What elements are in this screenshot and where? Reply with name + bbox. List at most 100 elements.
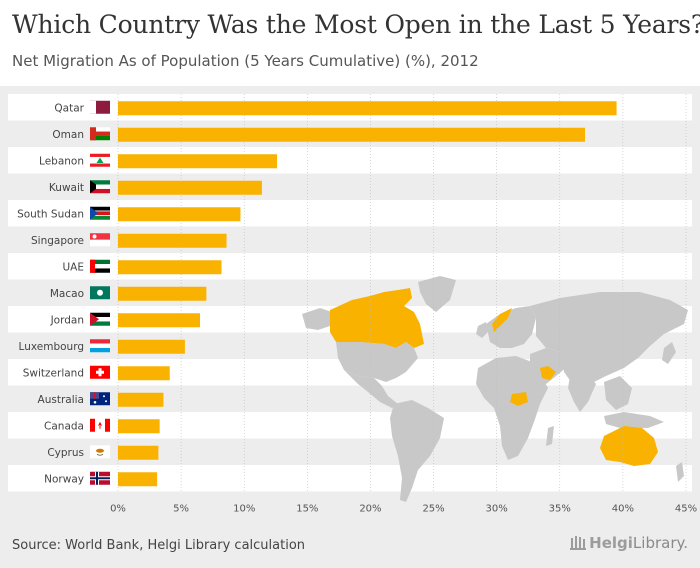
- flag-part: [96, 448, 104, 453]
- category-label: Canada: [44, 420, 84, 432]
- category-label: Oman: [52, 129, 84, 141]
- category-label: Lebanon: [39, 155, 84, 167]
- flag-qatar-icon: [90, 100, 110, 114]
- map-new-zealand: [676, 462, 684, 482]
- flag-part: [96, 453, 104, 456]
- map-norway: [492, 308, 512, 332]
- brand-logo[interactable]: HelgiLibrary.: [570, 534, 688, 552]
- source-note: Source: World Bank, Helgi Library calcul…: [12, 538, 306, 553]
- bars: [118, 101, 617, 487]
- chart-footer: Source: World Bank, Helgi Library calcul…: [0, 526, 700, 568]
- flag-part: [92, 234, 97, 239]
- x-tick-label: 10%: [233, 504, 255, 515]
- bar: [118, 445, 159, 460]
- flag-switzerland-icon: [90, 365, 110, 379]
- flag-cyprus-icon: [90, 445, 110, 459]
- flag-part: [90, 268, 110, 273]
- bar: [118, 260, 222, 275]
- category-label: Cyprus: [47, 447, 84, 459]
- flag-part: [90, 100, 96, 114]
- x-tick-label: 0%: [110, 504, 126, 515]
- bar: [118, 392, 164, 407]
- flag-singapore-icon: [90, 233, 110, 247]
- map-greenland: [418, 276, 456, 312]
- flag-south-sudan-icon: [90, 206, 110, 220]
- category-labels: Qatar Oman Lebanon Kuwait South Sudan Singapo…: [17, 102, 85, 485]
- category-label: South Sudan: [17, 208, 84, 220]
- flag-part: [90, 339, 110, 344]
- bar: [118, 419, 160, 434]
- bar: [118, 207, 241, 222]
- map-mexico-central-america: [344, 370, 398, 408]
- flag-macao-icon: [90, 286, 110, 300]
- row-bands: [8, 94, 692, 492]
- flag-australia-icon: [90, 392, 110, 406]
- category-label: Qatar: [54, 102, 84, 114]
- row-band: [8, 465, 692, 492]
- map-australia: [600, 426, 658, 466]
- map-usa: [336, 342, 418, 382]
- category-label: Macao: [50, 288, 84, 300]
- x-tick-label: 40%: [612, 504, 634, 515]
- chart-title: Which Country Was the Most Open in the L…: [12, 10, 700, 39]
- bar-chart: Qatar Oman Lebanon Kuwait South Sudan Singapo…: [8, 94, 697, 515]
- x-tick-label: 45%: [675, 504, 697, 515]
- bar: [118, 286, 207, 301]
- x-tick-label: 25%: [422, 504, 444, 515]
- flag-part: [90, 127, 96, 141]
- flag-part: [98, 421, 102, 426]
- chart-subtitle: Net Migration As of Population (5 Years …: [12, 52, 479, 70]
- map-madagascar: [546, 426, 554, 446]
- flag-part: [90, 312, 99, 326]
- flag-part: [90, 215, 110, 216]
- brand-name-part2: Library.: [632, 534, 688, 552]
- category-label: Kuwait: [49, 182, 84, 194]
- flag-part: [90, 131, 110, 136]
- flag-part: [90, 180, 110, 185]
- x-tick-label: 5%: [173, 504, 189, 515]
- flag-part: [90, 239, 110, 247]
- flag-part: [93, 400, 97, 404]
- map-india: [568, 374, 596, 412]
- x-tick-label: 30%: [486, 504, 508, 515]
- x-tick-label: 20%: [359, 504, 381, 515]
- flag-part: [90, 153, 110, 157]
- flag-part: [105, 418, 110, 432]
- flag-part: [99, 425, 101, 429]
- bar: [118, 472, 158, 487]
- flag-norway-icon: [90, 471, 110, 485]
- flag-oman-icon: [90, 127, 110, 141]
- flag-part: [90, 321, 110, 326]
- flag-part: [97, 289, 103, 296]
- flag-part: [90, 206, 110, 212]
- flag-part: [90, 184, 110, 189]
- category-label: Switzerland: [23, 367, 84, 379]
- flag-part: [90, 188, 110, 194]
- map-south-sudan: [510, 392, 528, 406]
- bar: [118, 154, 278, 169]
- flag-part: [90, 477, 110, 480]
- flag-part: [90, 418, 95, 432]
- row-band: [8, 253, 692, 280]
- flag-part: [90, 233, 110, 240]
- map-uk: [476, 322, 488, 338]
- flag-jordan-icon: [90, 312, 110, 326]
- flag-part: [105, 400, 107, 403]
- country-flags: [90, 100, 110, 485]
- brand-name-part1: Helgi: [589, 534, 633, 552]
- bar: [118, 313, 201, 328]
- map-canada: [330, 288, 424, 348]
- row-band: [8, 147, 692, 174]
- flag-kuwait-icon: [90, 180, 110, 194]
- map-middle-east: [530, 348, 568, 384]
- flag-part: [90, 317, 110, 322]
- bar: [118, 366, 170, 381]
- x-tick-label: 15%: [296, 504, 318, 515]
- flag-part: [90, 259, 95, 273]
- bar: [118, 339, 185, 354]
- flag-part: [96, 370, 104, 374]
- row-band: [8, 412, 692, 439]
- category-label: UAE: [62, 261, 84, 273]
- world-map-background: [302, 276, 688, 502]
- flag-part: [90, 135, 110, 141]
